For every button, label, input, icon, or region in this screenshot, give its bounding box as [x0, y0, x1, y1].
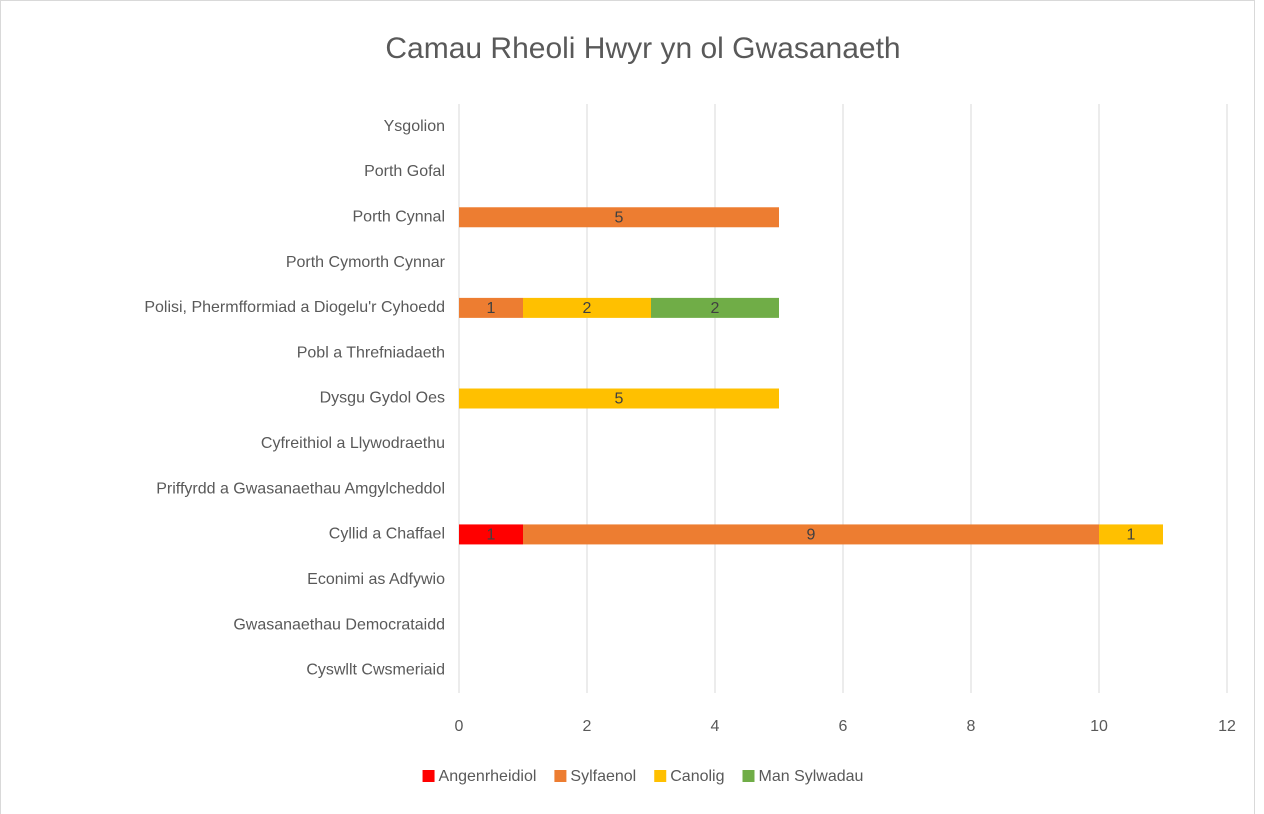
bar-segment: [459, 207, 779, 228]
bar-segment: [459, 524, 523, 545]
legend-label: Sylfaenol: [570, 768, 636, 785]
bar-segment: [1099, 524, 1163, 545]
y-tick-label: Porth Cymorth Cynnar: [286, 254, 446, 271]
x-tick-label: 0: [455, 718, 464, 735]
data-label: 2: [583, 300, 592, 317]
chart-title: Camau Rheoli Hwyr yn ol Gwasanaeth: [385, 32, 900, 65]
x-tick-label: 12: [1218, 718, 1236, 735]
x-tick-label: 6: [839, 718, 848, 735]
legend-label: Man Sylwadau: [759, 768, 864, 785]
bar-segment: [459, 388, 779, 409]
y-tick-label: Dysgu Gydol Oes: [320, 390, 445, 407]
y-tick-label: Porth Gofal: [364, 163, 445, 180]
data-label: 2: [711, 300, 720, 317]
bar-segment: [523, 297, 651, 318]
y-tick-label: Cyfreithiol a Llywodraethu: [261, 435, 445, 452]
data-label: 5: [615, 209, 624, 226]
x-tick-label: 10: [1090, 718, 1108, 735]
y-tick-label: Gwasanaethau Democrataidd: [233, 616, 445, 633]
y-tick-label: Cyswllt Cwsmeriaid: [306, 662, 445, 679]
y-tick-label: Pobl a Threfniadaeth: [297, 344, 445, 361]
legend-swatch: [554, 770, 567, 782]
legend-swatch: [654, 770, 667, 782]
y-tick-label: Polisi, Phermfformiad a Diogelu'r Cyhoed…: [144, 299, 445, 316]
y-tick-label: Porth Cynnal: [353, 208, 446, 225]
data-label: 1: [487, 300, 496, 317]
legend-label: Canolig: [670, 768, 724, 785]
legend-swatch: [422, 770, 435, 782]
data-label: 5: [615, 391, 624, 408]
x-tick-label: 4: [711, 718, 720, 735]
data-label: 1: [1127, 527, 1136, 544]
x-tick-label: 8: [967, 718, 976, 735]
y-tick-label: Econimi as Adfywio: [307, 571, 445, 588]
bar-segment: [523, 524, 1099, 545]
bar-segment: [459, 297, 523, 318]
data-label: 1: [487, 527, 496, 544]
legend-swatch: [742, 770, 755, 782]
data-label: 9: [807, 527, 816, 544]
y-tick-label: Ysgolion: [384, 118, 445, 135]
y-tick-label: Cyllid a Chaffael: [329, 526, 445, 543]
x-tick-label: 2: [583, 718, 592, 735]
bar-segment: [651, 297, 779, 318]
y-tick-label: Priffyrdd a Gwasanaethau Amgylcheddol: [156, 480, 445, 497]
legend-label: Angenrheidiol: [439, 768, 537, 785]
